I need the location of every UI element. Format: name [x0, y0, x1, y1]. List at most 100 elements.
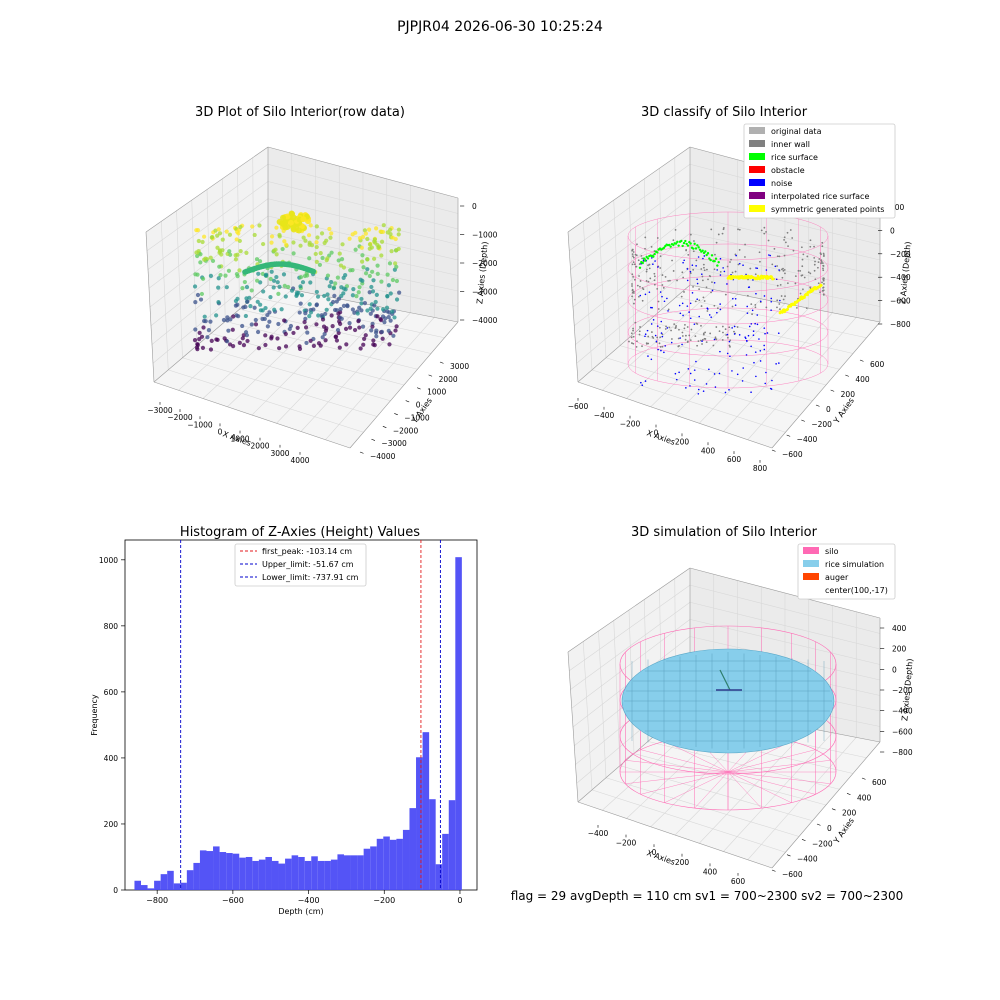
wall-point — [822, 269, 825, 272]
x-tick-label: 3000 — [270, 449, 289, 458]
data-point — [361, 265, 366, 270]
data-point — [295, 325, 300, 330]
wall-point — [802, 253, 805, 256]
grid-line — [689, 584, 881, 634]
wall-point — [729, 339, 732, 342]
wall-point — [638, 263, 641, 265]
data-point — [302, 319, 307, 325]
data-point — [336, 258, 341, 263]
wall-point — [820, 260, 823, 263]
noise-point — [693, 369, 696, 371]
data-point — [244, 333, 250, 338]
wall-point — [782, 269, 785, 272]
noise-point — [746, 339, 748, 342]
wall-point — [704, 331, 707, 334]
data-point — [384, 305, 390, 310]
wall-point — [809, 239, 812, 242]
data-point — [374, 328, 379, 333]
wall-point — [656, 288, 659, 290]
noise-point — [657, 266, 659, 268]
wall-point — [631, 295, 633, 298]
z-tick-label: 0 — [892, 665, 897, 674]
wall-point — [659, 346, 662, 348]
symmetric-point — [803, 296, 806, 299]
grid-line — [674, 157, 677, 298]
noise-point — [702, 257, 704, 260]
data-point — [331, 286, 336, 291]
data-point — [226, 328, 231, 333]
wall-point — [814, 260, 816, 263]
data-point — [281, 272, 287, 277]
wall-point — [658, 342, 661, 345]
surface-point — [689, 242, 692, 245]
silo-floor-spoke — [640, 749, 729, 773]
wall-point — [717, 233, 720, 236]
noise-point — [778, 269, 780, 271]
wall-point — [634, 253, 637, 256]
data-point — [341, 286, 347, 291]
data-point — [369, 284, 374, 290]
noise-point — [746, 305, 749, 308]
legend-entry-label: rice surface — [771, 153, 818, 162]
data-point — [258, 308, 263, 313]
data-point — [374, 226, 379, 231]
wall-point — [680, 295, 683, 298]
wall-point — [821, 245, 824, 248]
x-tick-label: 0 — [652, 848, 657, 857]
noise-point — [696, 282, 699, 285]
data-point — [370, 289, 376, 294]
histogram-bar — [337, 854, 344, 890]
wall-point — [822, 277, 825, 280]
noise-point — [763, 348, 766, 351]
z-tick-label: 0 — [890, 226, 895, 235]
panel1-title: 3D Plot of Silo Interior(row data) — [195, 105, 405, 120]
data-point — [335, 275, 340, 280]
data-point — [235, 274, 240, 279]
wall-point — [754, 304, 757, 306]
data-point — [281, 219, 288, 226]
wall-point — [630, 332, 633, 335]
wall-point — [670, 329, 672, 332]
data-point — [231, 314, 236, 319]
grid-line — [570, 602, 691, 690]
wall-point — [792, 249, 795, 252]
data-point — [324, 326, 329, 331]
data-point — [363, 333, 368, 338]
wall-point — [813, 256, 816, 259]
noise-point — [654, 260, 656, 262]
y-tick-label: −200 — [812, 839, 833, 848]
noise-point — [719, 350, 721, 353]
data-point — [225, 315, 230, 320]
data-point — [240, 323, 245, 329]
grid-line — [569, 584, 691, 671]
data-point — [217, 264, 222, 269]
pane-left — [146, 147, 268, 382]
data-point — [359, 259, 365, 264]
axis-edge — [567, 567, 691, 653]
wall-point — [703, 337, 706, 340]
wall-point — [713, 304, 716, 307]
axis-edge — [577, 381, 773, 449]
data-point — [344, 284, 350, 289]
tick-mark — [830, 389, 835, 392]
noise-point — [678, 304, 681, 307]
data-point — [356, 290, 361, 295]
data-point — [290, 224, 297, 231]
noise-point — [756, 267, 759, 270]
surface-point — [686, 244, 690, 247]
wall-point — [644, 236, 647, 239]
noise-point — [763, 344, 765, 347]
data-point — [213, 228, 218, 233]
grid-line — [723, 312, 833, 432]
wall-point — [644, 247, 646, 250]
data-point — [375, 271, 380, 276]
noise-point — [716, 269, 718, 271]
noise-point — [759, 300, 762, 303]
data-point — [386, 283, 391, 288]
y-axis-label: Frequency — [90, 694, 99, 736]
wall-point — [781, 276, 784, 279]
y-tick-label: 600 — [104, 688, 119, 697]
wall-point — [702, 296, 705, 299]
data-point — [269, 234, 275, 239]
histogram-bar — [455, 557, 462, 890]
